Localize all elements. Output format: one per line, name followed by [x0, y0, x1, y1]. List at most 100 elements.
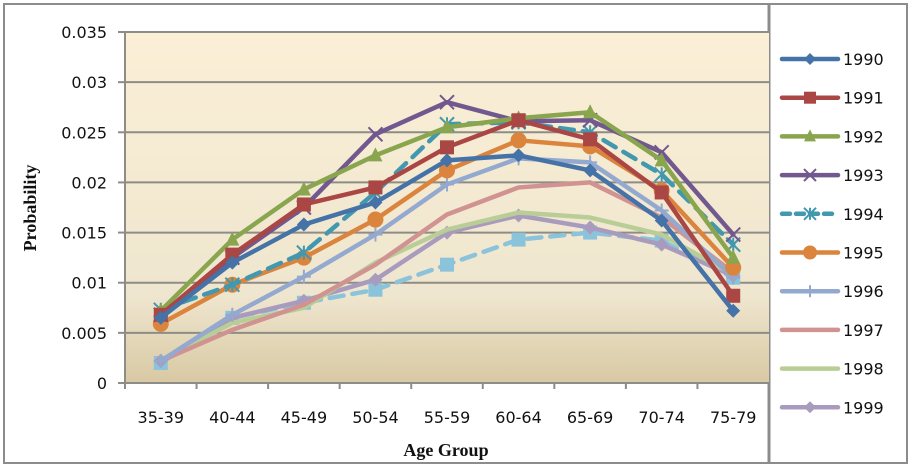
data-point-triangle: [368, 147, 383, 162]
legend-label: 1998: [843, 360, 884, 379]
data-point-triangle: [726, 249, 741, 264]
legend-item-1999: 1999: [779, 398, 884, 417]
data-point-plus: [440, 177, 454, 192]
x-tick-label: 40-44: [209, 408, 256, 427]
y-tick-label: 0.015: [61, 224, 107, 243]
y-tick-label: 0.025: [61, 123, 107, 142]
data-point-triangle: [296, 181, 311, 196]
legend-label: 1995: [843, 244, 884, 263]
x-tick-label: 50-54: [352, 408, 399, 427]
data-point-plus: [153, 353, 168, 368]
legend-label: 1997: [843, 321, 884, 340]
legend-label: 1992: [843, 127, 884, 146]
series-line: [158, 210, 736, 364]
data-point-triangle: [654, 152, 669, 167]
x-tick-labels: 35-39 40-44 45-49 50-54 55-59 60-64 65-69 70-74…: [138, 408, 757, 427]
y-tick-label: 0.005: [61, 324, 107, 343]
data-point-square: [440, 257, 454, 272]
x-tick-label: 60-64: [495, 408, 542, 427]
data-point-circle: [510, 132, 527, 149]
legend-item-1996: 1996: [779, 282, 884, 301]
data-point-square: [654, 185, 669, 200]
data-point-plus: [225, 307, 240, 322]
x-tick-label: 75-79: [710, 408, 757, 427]
data-point-square: [583, 132, 598, 147]
y-tick-labels: 0 0.005 0.01 0.015 0.02 0.025 0.03 0.035: [61, 23, 107, 393]
data-point-circle: [367, 211, 384, 228]
data-point-triangle: [225, 231, 240, 246]
data-point-plus: [368, 227, 383, 242]
data-point-square: [225, 247, 240, 262]
data-point-diamond: [804, 53, 816, 65]
data-point-diamond: [583, 220, 598, 235]
x-tick-label: 55-59: [424, 408, 471, 427]
y-tick-label: 0.035: [61, 23, 107, 42]
legend-item-1995: 1995: [779, 244, 884, 263]
data-point-circle: [439, 162, 455, 179]
data-point-square: [804, 91, 816, 104]
data-point-plus: [296, 269, 311, 284]
data-point-diamond: [368, 195, 383, 210]
series-group: [152, 94, 742, 370]
legend-label: 1999: [843, 398, 884, 417]
data-point-square: [368, 180, 383, 195]
data-point-diamond: [368, 272, 383, 287]
data-point-diamond: [804, 401, 816, 414]
legend-label: 1994: [843, 205, 884, 224]
legend-item-1994: 1994: [779, 205, 884, 224]
legend-item-1992: 1992: [779, 127, 884, 146]
data-point-diamond: [654, 237, 669, 252]
y-tick-label: 0.03: [71, 73, 107, 92]
data-point-circle: [725, 259, 742, 276]
data-point-square: [296, 197, 311, 212]
y-tick-label: 0: [97, 374, 107, 393]
data-point-diamond: [511, 148, 526, 163]
data-point-square: [511, 113, 526, 128]
x-tick-label: 35-39: [138, 408, 185, 427]
y-axis-title: Probability: [20, 165, 40, 252]
legend-label: 1990: [843, 50, 884, 69]
data-point-x: [725, 226, 741, 243]
legend-item-1990: 1990: [779, 50, 884, 69]
series-1990: [153, 148, 741, 325]
legend-label: 1996: [843, 282, 884, 301]
data-point-plus: [804, 285, 816, 298]
data-point-square: [511, 232, 526, 247]
legend-label: 1991: [843, 89, 884, 108]
data-point-diamond: [440, 153, 454, 168]
data-point-square: [440, 140, 454, 155]
data-point-star: [224, 277, 241, 293]
data-point-circle: [803, 245, 817, 260]
x-tick-label: 65-69: [567, 408, 614, 427]
legend-item-1998: 1998: [779, 360, 884, 379]
data-point-diamond: [654, 213, 669, 228]
data-point-star: [296, 244, 312, 261]
y-tick-label: 0.02: [71, 173, 107, 192]
data-point-square: [368, 282, 383, 297]
y-tick-label: 0.01: [71, 274, 107, 293]
series-1996: [153, 151, 741, 368]
data-point-x: [367, 126, 384, 142]
x-tick-label: 45-49: [281, 408, 328, 427]
axes: [118, 31, 770, 389]
x-tick-label: 70-74: [638, 408, 685, 427]
data-point-triangle: [804, 129, 816, 142]
legend-item-1997: 1997: [779, 321, 884, 340]
x-axis-title: Age Group: [403, 440, 488, 460]
legend-item-1993: 1993: [779, 166, 884, 185]
data-point-triangle: [440, 119, 454, 134]
legend: 1990 1991 1992 1993 1994 1995 1996 1997 1998 1999: [779, 50, 884, 417]
data-point-diamond: [583, 163, 598, 178]
data-point-x: [439, 94, 455, 110]
data-point-diamond: [296, 217, 311, 232]
legend-item-1991: 1991: [779, 89, 884, 108]
legend-label: 1993: [843, 166, 884, 185]
data-point-diamond: [225, 255, 240, 270]
data-point-diamond: [153, 310, 168, 325]
data-point-triangle: [583, 104, 598, 119]
data-point-diamond: [726, 303, 741, 318]
data-point-x: [803, 168, 817, 182]
data-point-square: [726, 288, 741, 303]
data-point-star: [803, 207, 817, 221]
